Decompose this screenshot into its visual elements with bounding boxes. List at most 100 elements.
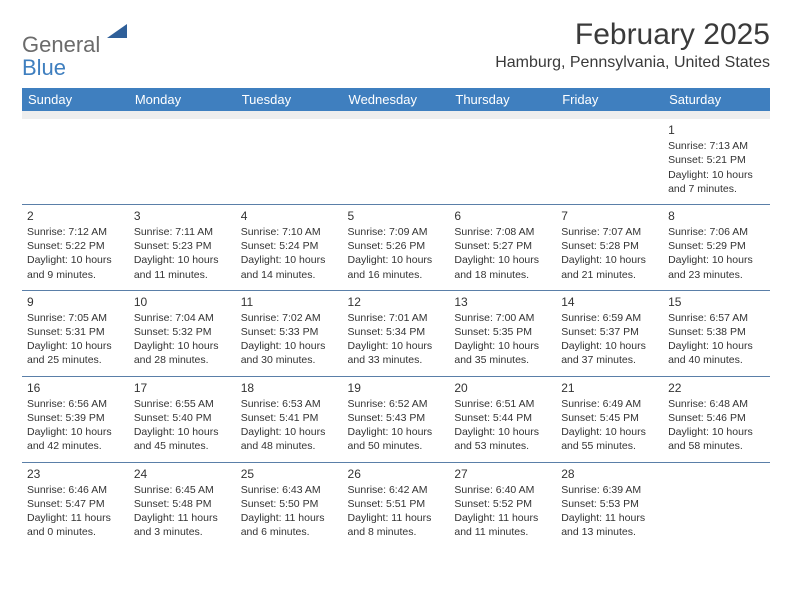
sunrise-text: Sunrise: 7:02 AM: [241, 311, 338, 325]
daylight-text: and 13 minutes.: [561, 525, 658, 539]
day-cell: 18Sunrise: 6:53 AMSunset: 5:41 PMDayligh…: [236, 376, 343, 462]
daylight-text: and 48 minutes.: [241, 439, 338, 453]
day-cell: [22, 119, 129, 204]
day-cell: 1Sunrise: 7:13 AMSunset: 5:21 PMDaylight…: [663, 119, 770, 204]
day-cell: 2Sunrise: 7:12 AMSunset: 5:22 PMDaylight…: [22, 204, 129, 290]
daylight-text: Daylight: 10 hours: [348, 339, 445, 353]
daylight-text: and 25 minutes.: [27, 353, 124, 367]
day-number: 11: [241, 294, 338, 310]
day-number: 10: [134, 294, 231, 310]
day-cell: 27Sunrise: 6:40 AMSunset: 5:52 PMDayligh…: [449, 462, 556, 547]
daylight-text: Daylight: 10 hours: [241, 425, 338, 439]
daylight-text: Daylight: 11 hours: [561, 511, 658, 525]
daylight-text: and 11 minutes.: [454, 525, 551, 539]
logo-text-block: General Blue: [22, 24, 127, 80]
day-cell: 15Sunrise: 6:57 AMSunset: 5:38 PMDayligh…: [663, 290, 770, 376]
week-row: 16Sunrise: 6:56 AMSunset: 5:39 PMDayligh…: [22, 376, 770, 462]
sunset-text: Sunset: 5:41 PM: [241, 411, 338, 425]
day-number: 16: [27, 380, 124, 396]
day-cell: [236, 119, 343, 204]
sunrise-text: Sunrise: 6:45 AM: [134, 483, 231, 497]
daylight-text: Daylight: 10 hours: [668, 339, 765, 353]
daylight-text: and 37 minutes.: [561, 353, 658, 367]
day-number: 2: [27, 208, 124, 224]
sunrise-text: Sunrise: 6:53 AM: [241, 397, 338, 411]
dow-header: Wednesday: [343, 88, 450, 111]
daylight-text: and 28 minutes.: [134, 353, 231, 367]
day-number: 19: [348, 380, 445, 396]
daylight-text: Daylight: 10 hours: [668, 425, 765, 439]
sunset-text: Sunset: 5:37 PM: [561, 325, 658, 339]
sunrise-text: Sunrise: 6:56 AM: [27, 397, 124, 411]
day-number: 18: [241, 380, 338, 396]
daylight-text: Daylight: 10 hours: [668, 253, 765, 267]
daylight-text: and 9 minutes.: [27, 268, 124, 282]
day-cell: 22Sunrise: 6:48 AMSunset: 5:46 PMDayligh…: [663, 376, 770, 462]
sunrise-text: Sunrise: 7:01 AM: [348, 311, 445, 325]
daylight-text: Daylight: 10 hours: [561, 253, 658, 267]
daylight-text: Daylight: 10 hours: [561, 339, 658, 353]
day-cell: 12Sunrise: 7:01 AMSunset: 5:34 PMDayligh…: [343, 290, 450, 376]
sunset-text: Sunset: 5:43 PM: [348, 411, 445, 425]
day-number: 3: [134, 208, 231, 224]
sunrise-text: Sunrise: 6:52 AM: [348, 397, 445, 411]
sunset-text: Sunset: 5:47 PM: [27, 497, 124, 511]
day-number: 8: [668, 208, 765, 224]
day-cell: 8Sunrise: 7:06 AMSunset: 5:29 PMDaylight…: [663, 204, 770, 290]
daylight-text: and 35 minutes.: [454, 353, 551, 367]
sunset-text: Sunset: 5:46 PM: [668, 411, 765, 425]
sunset-text: Sunset: 5:26 PM: [348, 239, 445, 253]
day-number: 23: [27, 466, 124, 482]
sunset-text: Sunset: 5:31 PM: [27, 325, 124, 339]
day-cell: 23Sunrise: 6:46 AMSunset: 5:47 PMDayligh…: [22, 462, 129, 547]
sunrise-text: Sunrise: 6:39 AM: [561, 483, 658, 497]
daylight-text: Daylight: 10 hours: [454, 339, 551, 353]
logo: General Blue: [22, 24, 127, 80]
daylight-text: Daylight: 10 hours: [134, 253, 231, 267]
day-cell: 25Sunrise: 6:43 AMSunset: 5:50 PMDayligh…: [236, 462, 343, 547]
daylight-text: Daylight: 10 hours: [348, 253, 445, 267]
daylight-text: and 3 minutes.: [134, 525, 231, 539]
sunset-text: Sunset: 5:33 PM: [241, 325, 338, 339]
week-row: 1Sunrise: 7:13 AMSunset: 5:21 PMDaylight…: [22, 119, 770, 204]
daylight-text: and 58 minutes.: [668, 439, 765, 453]
week-row: 2Sunrise: 7:12 AMSunset: 5:22 PMDaylight…: [22, 204, 770, 290]
daylight-text: and 16 minutes.: [348, 268, 445, 282]
day-cell: 17Sunrise: 6:55 AMSunset: 5:40 PMDayligh…: [129, 376, 236, 462]
daylight-text: and 14 minutes.: [241, 268, 338, 282]
sunrise-text: Sunrise: 6:42 AM: [348, 483, 445, 497]
day-cell: [449, 119, 556, 204]
daylight-text: and 11 minutes.: [134, 268, 231, 282]
daylight-text: and 8 minutes.: [348, 525, 445, 539]
day-cell: 7Sunrise: 7:07 AMSunset: 5:28 PMDaylight…: [556, 204, 663, 290]
daylight-text: Daylight: 11 hours: [241, 511, 338, 525]
day-cell: 3Sunrise: 7:11 AMSunset: 5:23 PMDaylight…: [129, 204, 236, 290]
day-cell: 28Sunrise: 6:39 AMSunset: 5:53 PMDayligh…: [556, 462, 663, 547]
daylight-text: Daylight: 10 hours: [241, 253, 338, 267]
daylight-text: and 45 minutes.: [134, 439, 231, 453]
sunset-text: Sunset: 5:35 PM: [454, 325, 551, 339]
daylight-text: Daylight: 11 hours: [134, 511, 231, 525]
sunrise-text: Sunrise: 6:55 AM: [134, 397, 231, 411]
daylight-text: and 6 minutes.: [241, 525, 338, 539]
sunrise-text: Sunrise: 7:09 AM: [348, 225, 445, 239]
day-number: 9: [27, 294, 124, 310]
daylight-text: Daylight: 10 hours: [668, 168, 765, 182]
daylight-text: Daylight: 10 hours: [454, 425, 551, 439]
title-block: February 2025 Hamburg, Pennsylvania, Uni…: [495, 18, 770, 72]
day-number: 1: [668, 122, 765, 138]
sunrise-text: Sunrise: 6:51 AM: [454, 397, 551, 411]
sunrise-text: Sunrise: 6:48 AM: [668, 397, 765, 411]
dow-header: Thursday: [449, 88, 556, 111]
day-cell: 19Sunrise: 6:52 AMSunset: 5:43 PMDayligh…: [343, 376, 450, 462]
day-cell: 14Sunrise: 6:59 AMSunset: 5:37 PMDayligh…: [556, 290, 663, 376]
dow-header: Sunday: [22, 88, 129, 111]
sunrise-text: Sunrise: 6:46 AM: [27, 483, 124, 497]
day-cell: [663, 462, 770, 547]
sunset-text: Sunset: 5:53 PM: [561, 497, 658, 511]
week-row: 23Sunrise: 6:46 AMSunset: 5:47 PM Dayligh…: [22, 462, 770, 547]
daylight-text: Daylight: 10 hours: [134, 339, 231, 353]
daylight-text: and 23 minutes.: [668, 268, 765, 282]
daylight-text: and 0 minutes.: [27, 525, 124, 539]
sunrise-text: Sunrise: 7:06 AM: [668, 225, 765, 239]
